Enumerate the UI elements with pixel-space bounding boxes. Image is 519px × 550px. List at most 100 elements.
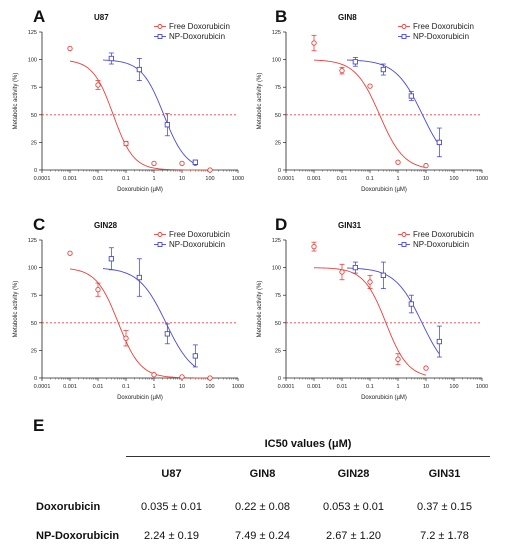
table-cell: 2.24 ± 0.19 [144,530,199,542]
y-axis-label: Metabolic activity (%) [257,73,263,130]
x-tick-label: 0.001 [307,176,321,182]
free-doxorubicin-point [367,83,373,89]
y-axis-label: Metabolic activity (%) [13,73,19,130]
table-header-cell: GIN31 [428,468,461,480]
panel-letter: C [33,215,45,234]
x-tick-label: 0.0001 [34,176,51,182]
table-header-corner [36,468,126,480]
y-tick-label: 75 [275,293,281,299]
panel-title: GIN31 [338,221,362,230]
panel-letter-e: E [33,416,45,435]
y-tick-label: 25 [31,140,37,146]
y-tick-label: 50 [275,321,281,327]
free-doxorubicin-fit-curve [69,60,210,171]
np-doxorubicin-fit-curve [346,59,440,146]
np-doxorubicin-fit-curve [102,59,196,165]
table-row: Doxorubicin 0.035 ± 0.01 0.22 ± 0.08 0.0… [36,501,490,513]
x-tick-label: 100 [205,176,214,182]
panel-letter: D [275,215,287,234]
x-tick-label: 0.1 [366,176,374,182]
np-doxorubicin-legend-label: NP-Doxorubicin [413,240,469,249]
panel-title: GIN28 [94,221,118,230]
free-doxorubicin-legend-label: Free Doxorubicin [169,22,230,31]
free-doxorubicin-point [151,372,157,378]
free-doxorubicin-fit-curve [313,59,427,169]
chart-panel-a: A U87 0 25 50 75 100 125 0.0001 0.001 0.01 0.1 1 10 10… [13,7,244,193]
np-doxorubicin-point [136,66,143,73]
x-tick-label: 1 [152,384,155,390]
panel-letter: A [33,7,45,26]
chart-panel-c: C GIN28 0 25 50 75 100 125 0.0001 0.001 0.01 0.1 1 10… [13,215,244,401]
np-doxorubicin-point [192,353,199,359]
x-tick-label: 1000 [476,176,488,182]
free-doxorubicin-legend-label: Free Doxorubicin [413,230,474,239]
x-tick-label: 10 [423,176,429,182]
x-tick-label: 1000 [232,384,244,390]
table-cell: 2.67 ± 1.20 [326,530,381,542]
y-axis-label: Metabolic activity (%) [13,281,19,338]
x-tick-label: 0.1 [366,384,374,390]
free-doxorubicin-point [95,82,101,88]
np-doxorubicin-point [108,256,115,262]
free-doxorubicin-fit-curve [69,268,210,379]
y-tick-label: 100 [28,58,37,64]
np-doxorubicin-legend-marker [157,34,163,39]
free-doxorubicin-point [207,375,213,381]
free-doxorubicin-point [123,140,129,147]
table-header-row: U87 GIN8 GIN28 GIN31 [36,468,490,480]
ic50-table: IC50 values (μM) U87 GIN8 GIN28 GIN31 Do… [36,438,490,542]
free-doxorubicin-point [311,243,317,250]
np-doxorubicin-point [380,66,387,73]
y-tick-label: 25 [275,140,281,146]
y-tick-label: 75 [275,85,281,91]
np-doxorubicin-legend-marker [401,242,407,247]
free-doxorubicin-legend-marker [157,24,163,29]
free-doxorubicin-point [67,250,73,256]
x-tick-label: 1 [396,176,399,182]
table-row-label: Doxorubicin [36,501,101,513]
y-tick-label: 100 [272,266,281,272]
np-doxorubicin-point [436,338,443,345]
table-row-label: NP-Doxorubicin [36,530,120,542]
np-doxorubicin-point [352,264,359,271]
x-tick-label: 100 [205,384,214,390]
free-doxorubicin-legend-label: Free Doxorubicin [169,230,230,239]
table-cell: 0.37 ± 0.15 [417,501,472,513]
chart-panel-d: D GIN31 0 25 50 75 100 125 0.0001 0.001 0.01 0.1 1 10… [257,215,488,401]
y-axis-label: Metabolic activity (%) [257,281,263,338]
x-tick-label: 1000 [232,176,244,182]
np-doxorubicin-point [408,93,415,99]
free-doxorubicin-point [339,269,345,275]
table-cell: 7.49 ± 0.24 [235,530,290,542]
y-tick-label: 25 [31,348,37,354]
ic50-table-section: E IC50 values (μM) U87 GIN8 GIN28 GIN31 … [0,416,519,550]
free-doxorubicin-legend-marker [401,232,407,237]
np-doxorubicin-point [108,55,115,62]
y-tick-label: 75 [31,293,37,299]
x-tick-label: 0.001 [63,176,77,182]
y-tick-label: 125 [272,30,281,36]
free-doxorubicin-point [339,67,345,74]
np-doxorubicin-legend-label: NP-Doxorubicin [169,240,225,249]
x-tick-label: 0.01 [93,384,104,390]
x-tick-label: 0.01 [337,384,348,390]
table-cell: 0.22 ± 0.08 [235,501,290,513]
y-tick-label: 50 [275,113,281,119]
np-doxorubicin-point [352,59,359,65]
free-doxorubicin-point [395,159,401,165]
panel-title: GIN8 [338,13,357,22]
x-tick-label: 1 [152,176,155,182]
chart-panel-b: B GIN8 0 25 50 75 100 125 0.0001 0.001 0.01 0.1 1 10 1… [257,7,488,193]
np-doxorubicin-legend-marker [401,34,407,39]
y-tick-label: 0 [34,168,37,174]
free-doxorubicin-point [367,279,373,285]
np-doxorubicin-fit-curve [346,267,440,355]
y-tick-label: 125 [272,238,281,244]
np-doxorubicin-point [136,274,143,281]
table-header-cell: GIN28 [337,468,370,480]
y-tick-label: 100 [272,58,281,64]
free-doxorubicin-point [423,162,429,169]
free-doxorubicin-point [179,160,185,167]
x-tick-label: 0.01 [93,176,104,182]
